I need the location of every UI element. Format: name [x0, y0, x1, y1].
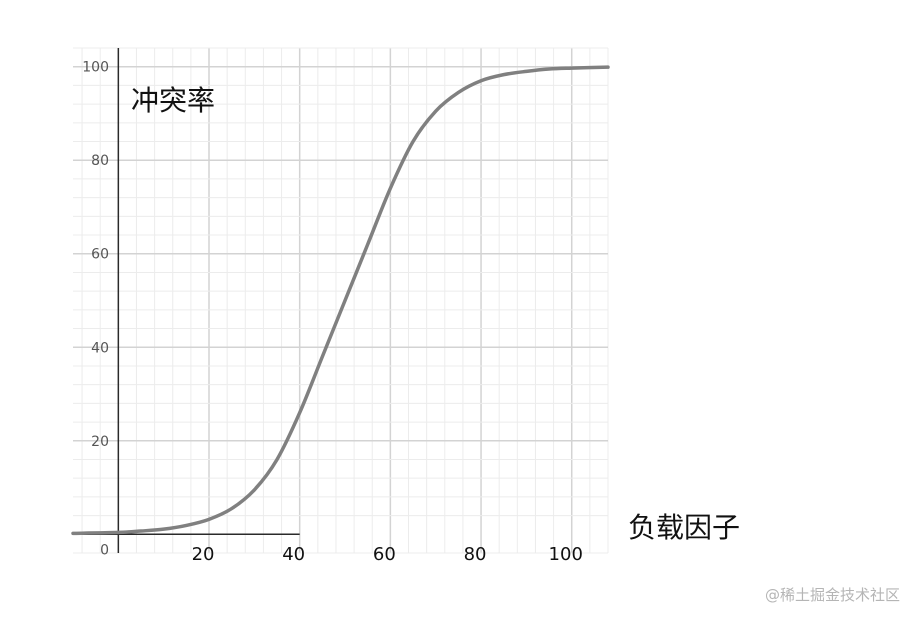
x-tick-label: 100: [549, 544, 583, 565]
y-tick-label: 20: [91, 434, 109, 450]
y-tick-label: 60: [91, 247, 109, 263]
series-line-0: [71, 65, 610, 536]
y-tick-label: 0: [100, 542, 109, 558]
x-tick-label: 60: [373, 544, 396, 565]
y-tick-label: 80: [91, 153, 109, 169]
y-tick-label: 40: [91, 340, 109, 356]
x-tick-label: 40: [282, 544, 305, 565]
x-tick-label: 20: [192, 544, 215, 565]
grid: [73, 47, 609, 554]
y-axis-title: 冲突率: [131, 84, 215, 117]
x-axis-title: 负载因子: [628, 511, 740, 544]
y-tick-label: 100: [82, 60, 109, 76]
series-layer: [71, 65, 610, 536]
watermark: @稀土掘金技术社区: [764, 586, 900, 604]
tick-labels: 0 20 40 60 80 100 20 40 60 80 100: [82, 60, 583, 565]
x-tick-label: 80: [464, 544, 487, 565]
